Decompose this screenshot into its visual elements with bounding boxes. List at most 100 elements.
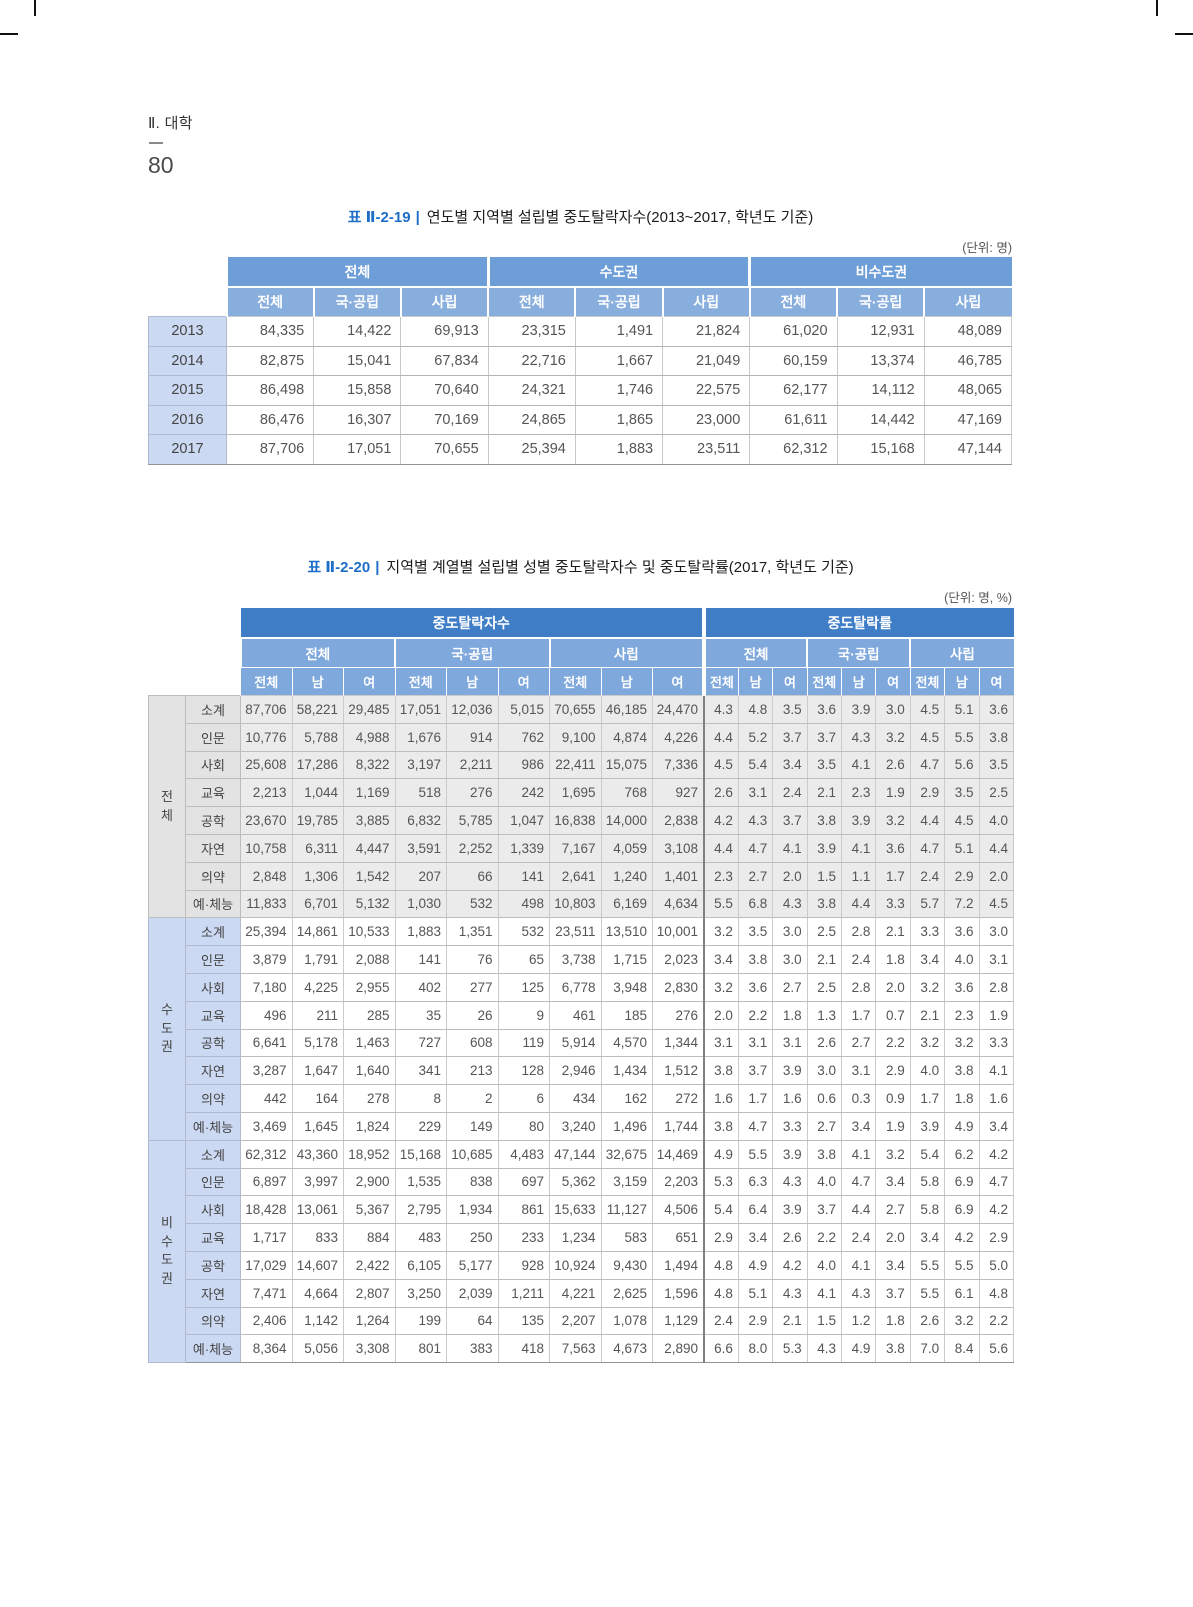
rate-cell: 5.4 [702,1195,739,1225]
column-header: 국·공립 [836,286,925,317]
table-row: 의약 2,406 1,142 1,264 199 64 135 2,207 1,078 1,129… [149,1306,1014,1336]
count-cell: 833 [291,1223,344,1252]
count-cell: 8 [394,1084,447,1113]
count-cell: 6,832 [394,806,447,835]
rate-cell: 1.5 [806,1306,843,1336]
table2-id-label: 표 Ⅱ-2-20 [307,559,371,576]
rate-cell: 4.7 [909,750,946,780]
data-cell: 12,931 [836,316,925,347]
count-cell: 2,023 [652,945,705,974]
rate-cell: 2.7 [806,1111,843,1141]
count-cell: 10,803 [549,889,602,919]
rate-cell: 1.2 [840,1306,877,1336]
count-cell: 272 [652,1084,705,1113]
rate-cell: 1.8 [772,1000,808,1030]
count-cell: 483 [394,1223,447,1252]
table1-title-divider: | [415,209,420,226]
table-dropout-counts-by-year: 전체 수도권 비수도권 전체 국·공립 사립 전체 국·공립 사립 전체 국·공립 사립 2013 84… [148,257,1013,465]
rate-cell: 2.8 [840,917,877,947]
count-cell: 4,673 [600,1334,653,1364]
data-cell: 1,883 [574,434,664,465]
count-cell: 1,234 [549,1223,602,1252]
column-group-header: 수도권 [486,257,750,287]
rate-cell: 2.1 [806,945,843,974]
column-header: 전체 [549,667,601,696]
category-label: 공학 [185,806,241,835]
count-cell: 861 [497,1195,550,1225]
count-cell: 17,286 [291,750,344,780]
count-cell: 229 [394,1111,447,1141]
count-cell: 2,900 [343,1167,396,1197]
count-cell: 3,159 [600,1167,653,1197]
rate-cell: 4.7 [840,1167,877,1197]
category-label: 예·체능 [185,1111,241,1141]
rate-cell: 1.8 [944,1084,980,1113]
rate-cell: 5.3 [772,1334,808,1364]
count-cell: 1,044 [291,778,344,808]
rate-cell: 4.3 [737,806,774,835]
column-header: 사립 [399,286,489,317]
rate-cell: 3.3 [978,1028,1014,1058]
count-cell: 3,948 [600,972,653,1002]
rate-cell: 3.5 [944,778,980,808]
count-cell: 1,645 [291,1111,344,1141]
table-row: 사회 7,180 4,225 2,955 402 277 125 6,778 3,948 2,83… [149,972,1014,1002]
count-cell: 14,469 [652,1139,705,1169]
count-cell: 7,167 [549,833,602,863]
count-cell: 22,411 [549,750,602,780]
count-cell: 43,360 [291,1139,344,1169]
count-cell: 4,664 [291,1278,344,1308]
year-label: 2015 [148,375,227,406]
count-cell: 1,306 [291,861,344,891]
rate-cell: 3.4 [702,945,739,974]
data-cell: 48,089 [923,316,1013,347]
rate-cell: 4.0 [978,806,1014,835]
rate-cell: 3.4 [875,1250,911,1280]
category-label: 공학 [185,1028,241,1058]
table-row: 공학 6,641 5,178 1,463 727 608 119 5,914 4,570 1,34… [149,1028,1014,1058]
count-cell: 532 [497,917,550,947]
table1-header: 전체 수도권 비수도권 전체 국·공립 사립 전체 국·공립 사립 전체 국·공립 사립 [148,257,1012,317]
table-row: 2013 84,335 14,422 69,913 23,315 1,491 21,824 6… [148,316,1013,347]
data-cell: 24,865 [487,404,576,435]
count-cell: 70,655 [549,695,602,724]
rate-cell: 2.8 [840,972,877,1002]
column-header: 전체 [701,667,739,696]
column-header: 남 [944,667,979,696]
rate-cell: 5.8 [909,1195,946,1225]
count-cell: 6,641 [240,1028,293,1058]
count-cell: 2,088 [343,945,396,974]
column-header: 국·공립 [312,286,401,317]
data-cell: 62,177 [749,375,838,406]
rate-cell: 3.6 [944,972,980,1002]
rate-cell: 1.7 [875,861,911,891]
category-label: 공학 [185,1250,241,1280]
rate-cell: 3.2 [909,972,946,1002]
rate-cell: 3.4 [737,1223,774,1252]
count-cell: 24,470 [652,695,705,724]
count-cell: 4,059 [600,833,653,863]
count-cell: 12,036 [446,695,499,724]
count-cell: 207 [394,861,447,891]
count-cell: 15,633 [549,1195,602,1225]
rate-cell: 4.4 [840,1195,877,1225]
column-group-header: 전체 [225,257,489,287]
rate-cell: 3.7 [772,722,808,752]
data-cell: 21,824 [662,316,751,347]
count-cell: 18,428 [240,1195,293,1225]
count-cell: 17,029 [240,1250,293,1280]
count-cell: 3,250 [394,1278,447,1308]
rate-cell: 3.1 [702,1028,739,1058]
column-group-header: 비수도권 [748,257,1012,287]
rate-cell: 4.0 [909,1056,946,1086]
count-cell: 2,211 [446,750,499,780]
table-row: 전 체 소계 87,706 58,221 29,485 17,051 12,036 5,015… [148,694,1014,919]
count-cell: 80 [497,1111,550,1141]
rate-cell: 3.8 [806,1139,843,1169]
rate-cell: 5.1 [737,1278,774,1308]
count-cell: 2,207 [549,1306,602,1336]
rate-cell: 3.5 [737,917,774,947]
rate-cell: 1.9 [875,778,911,808]
rate-cell: 1.7 [737,1084,774,1113]
count-cell: 14,861 [291,917,344,947]
